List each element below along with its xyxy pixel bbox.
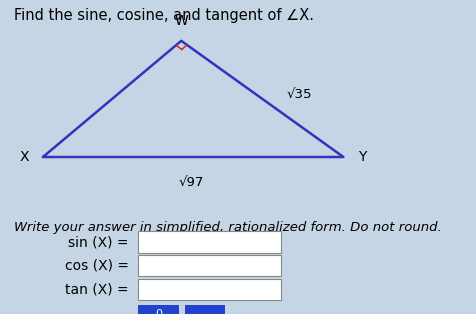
FancyBboxPatch shape xyxy=(138,231,281,253)
Text: √97: √97 xyxy=(178,176,203,189)
Text: cos (X) =: cos (X) = xyxy=(65,259,129,273)
Text: tan (X) =: tan (X) = xyxy=(65,282,129,296)
Text: 0: 0 xyxy=(155,309,162,314)
Text: Write your answer in simplified, rationalized form. Do not round.: Write your answer in simplified, rationa… xyxy=(14,221,441,234)
Text: W: W xyxy=(174,14,188,28)
FancyBboxPatch shape xyxy=(138,305,178,314)
FancyBboxPatch shape xyxy=(138,255,281,276)
FancyBboxPatch shape xyxy=(184,305,225,314)
Text: X: X xyxy=(19,150,29,164)
FancyBboxPatch shape xyxy=(138,279,281,300)
Text: Y: Y xyxy=(357,150,366,164)
Text: Find the sine, cosine, and tangent of ∠X.: Find the sine, cosine, and tangent of ∠X… xyxy=(14,8,314,23)
Text: sin (X) =: sin (X) = xyxy=(68,235,129,249)
Text: √35: √35 xyxy=(286,88,311,101)
